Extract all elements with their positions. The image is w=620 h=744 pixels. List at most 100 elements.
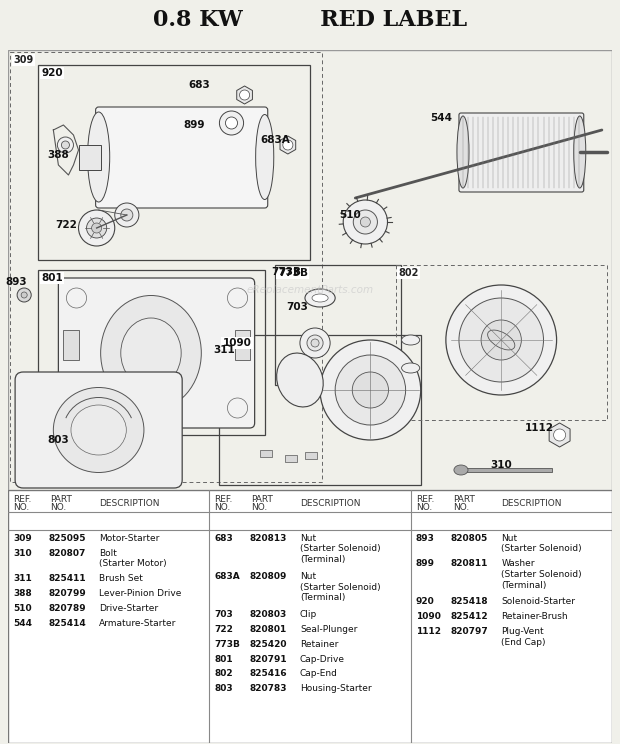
Text: REF.: REF. [13, 496, 32, 504]
Text: (Terminal): (Terminal) [300, 555, 345, 564]
Ellipse shape [53, 388, 144, 472]
Text: 311: 311 [213, 345, 236, 355]
Text: (Starter Solenoid): (Starter Solenoid) [300, 583, 381, 591]
Text: 893: 893 [6, 277, 27, 287]
Text: 802: 802 [399, 268, 419, 278]
Text: 773B: 773B [271, 267, 301, 277]
Circle shape [21, 292, 27, 298]
Circle shape [300, 328, 330, 358]
Text: Brush Set: Brush Set [99, 574, 143, 583]
Circle shape [446, 285, 557, 395]
Text: 722: 722 [56, 220, 78, 230]
Circle shape [353, 210, 378, 234]
Text: 803: 803 [48, 435, 69, 445]
Text: 703: 703 [286, 302, 308, 312]
Circle shape [307, 335, 323, 351]
Text: Nut: Nut [501, 533, 517, 542]
Circle shape [61, 141, 69, 149]
Text: 388: 388 [13, 589, 32, 598]
Text: 802: 802 [215, 670, 233, 679]
Text: 683: 683 [188, 80, 210, 90]
Text: 920: 920 [42, 68, 63, 78]
Text: Seal-Plunger: Seal-Plunger [300, 625, 357, 634]
Circle shape [121, 209, 133, 221]
Text: 825414: 825414 [48, 619, 86, 628]
Text: 722: 722 [215, 625, 233, 634]
Text: PART: PART [252, 496, 273, 504]
Ellipse shape [574, 116, 586, 188]
Text: NO.: NO. [215, 504, 231, 513]
Ellipse shape [71, 405, 126, 455]
Text: NO.: NO. [13, 504, 29, 513]
Text: 820789: 820789 [48, 604, 86, 613]
Text: 388: 388 [48, 150, 69, 160]
Text: Plug-Vent: Plug-Vent [501, 627, 544, 636]
Text: (Terminal): (Terminal) [300, 593, 345, 602]
Text: 801: 801 [42, 273, 63, 283]
Text: NO.: NO. [453, 504, 469, 513]
Circle shape [481, 320, 521, 360]
Text: 703: 703 [215, 610, 233, 619]
Text: 0.8 KW          RED LABEL: 0.8 KW RED LABEL [153, 9, 467, 31]
Circle shape [343, 200, 388, 244]
FancyBboxPatch shape [15, 372, 182, 488]
Text: 773B: 773B [278, 268, 308, 278]
Text: 1090: 1090 [223, 338, 251, 348]
Text: eReplacementParts.com: eReplacementParts.com [246, 285, 374, 295]
Text: Lever-Pinion Drive: Lever-Pinion Drive [99, 589, 181, 598]
FancyArrow shape [461, 468, 552, 472]
Text: 544: 544 [13, 619, 32, 628]
Text: 311: 311 [13, 574, 32, 583]
Text: Clip: Clip [300, 610, 317, 619]
Text: 820813: 820813 [250, 533, 287, 542]
Text: 825416: 825416 [250, 670, 287, 679]
Ellipse shape [487, 330, 515, 350]
Ellipse shape [402, 335, 420, 345]
Ellipse shape [305, 289, 335, 307]
Text: DESCRIPTION: DESCRIPTION [99, 499, 159, 508]
FancyBboxPatch shape [459, 113, 584, 192]
Text: 825420: 825420 [250, 640, 287, 649]
Text: 1112: 1112 [415, 627, 441, 636]
Text: 920: 920 [415, 597, 435, 606]
Bar [285, 455, 297, 462]
Text: PART: PART [50, 496, 72, 504]
Ellipse shape [255, 115, 274, 199]
Text: 899: 899 [184, 120, 205, 130]
Text: 510: 510 [339, 210, 361, 220]
Text: 803: 803 [215, 684, 233, 693]
FancyBboxPatch shape [58, 278, 255, 428]
Text: Motor-Starter: Motor-Starter [99, 533, 159, 542]
Circle shape [283, 140, 293, 150]
Text: 309: 309 [13, 55, 33, 65]
Text: 899: 899 [415, 559, 435, 568]
Text: 820811: 820811 [451, 559, 489, 568]
Text: 773B: 773B [215, 640, 241, 649]
Text: DESCRIPTION: DESCRIPTION [501, 499, 562, 508]
Ellipse shape [121, 318, 181, 388]
Text: Retainer: Retainer [300, 640, 339, 649]
Text: 683A: 683A [260, 135, 290, 145]
Bar [396, 265, 607, 420]
Text: 683A: 683A [215, 572, 240, 581]
Text: Drive-Starter: Drive-Starter [99, 604, 157, 613]
Text: PART: PART [453, 496, 475, 504]
Text: 310: 310 [13, 548, 32, 558]
Text: Washer: Washer [501, 559, 534, 568]
Text: REF.: REF. [415, 496, 434, 504]
Text: Bolt: Bolt [99, 548, 117, 558]
Text: NO.: NO. [415, 504, 432, 513]
Text: 1112: 1112 [525, 423, 554, 433]
Text: DESCRIPTION: DESCRIPTION [300, 499, 360, 508]
Bar [219, 335, 421, 485]
Ellipse shape [87, 112, 110, 202]
Text: Nut: Nut [300, 572, 316, 581]
Text: 820797: 820797 [451, 627, 489, 636]
Bar [275, 265, 401, 385]
Text: Cap-Drive: Cap-Drive [300, 655, 345, 664]
Circle shape [79, 210, 115, 246]
Text: 825418: 825418 [451, 597, 489, 606]
Bar [79, 145, 100, 170]
Circle shape [239, 90, 250, 100]
Text: 510: 510 [13, 604, 32, 613]
